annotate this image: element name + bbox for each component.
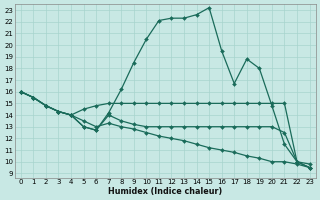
X-axis label: Humidex (Indice chaleur): Humidex (Indice chaleur) — [108, 187, 222, 196]
